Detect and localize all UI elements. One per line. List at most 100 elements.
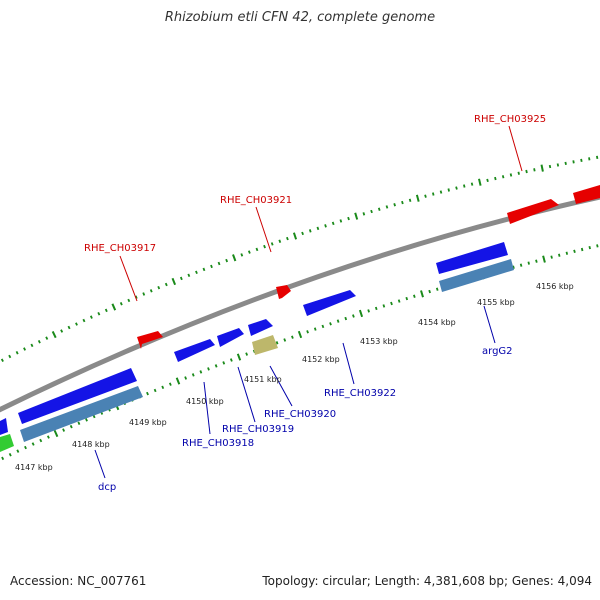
tick-label: 4149 kbp xyxy=(129,418,167,427)
minor-tick xyxy=(347,216,350,221)
minor-tick xyxy=(119,302,123,306)
minor-tick xyxy=(134,295,138,299)
major-tick xyxy=(358,309,364,318)
gene-label-reverse[interactable]: RHE_CH03920 xyxy=(264,409,336,420)
major-tick xyxy=(236,353,242,361)
minor-tick xyxy=(512,265,515,269)
minor-tick xyxy=(432,192,435,196)
minor-tick xyxy=(8,354,12,359)
minor-tick xyxy=(97,312,101,316)
gene-label-reverse[interactable]: RHE_CH03919 xyxy=(222,424,294,435)
major-tick xyxy=(175,377,181,385)
tick-label: 4153 kbp xyxy=(360,337,398,346)
minor-tick xyxy=(60,329,64,333)
major-tick xyxy=(420,290,424,298)
gene-feature-red-3[interactable] xyxy=(507,199,559,224)
gene-feature-steelblue-1[interactable] xyxy=(20,386,143,442)
minor-tick xyxy=(393,203,396,207)
minor-tick xyxy=(283,338,287,342)
gene-feature-green[interactable] xyxy=(0,434,14,452)
minor-tick xyxy=(344,316,348,321)
minor-tick xyxy=(15,351,19,355)
tick-label: 4156 kbp xyxy=(536,282,574,291)
minor-tick xyxy=(580,158,583,162)
gene-feature-red-1[interactable] xyxy=(137,331,163,349)
minor-tick xyxy=(24,445,27,450)
minor-tick xyxy=(207,367,210,371)
minor-tick xyxy=(385,205,389,209)
major-tick xyxy=(232,254,237,262)
minor-tick xyxy=(596,155,599,160)
gene-features xyxy=(0,185,600,452)
minor-tick xyxy=(157,285,161,290)
minor-tick xyxy=(596,244,599,248)
minor-tick xyxy=(245,352,249,356)
minor-tick xyxy=(463,184,466,188)
minor-tick xyxy=(77,421,81,425)
major-tick xyxy=(111,303,117,311)
gene-feature-red-4[interactable] xyxy=(573,185,600,204)
gene-feature-khaki[interactable] xyxy=(252,335,278,355)
gene-label-reverse[interactable]: RHE_CH03918 xyxy=(182,438,254,449)
minor-tick xyxy=(75,322,78,326)
major-tick xyxy=(297,330,303,339)
minor-tick xyxy=(46,435,50,439)
gene-feature-blue-3[interactable] xyxy=(248,319,273,336)
gene-feature-blue-7[interactable] xyxy=(0,418,8,435)
gene-feature-steelblue-2[interactable] xyxy=(439,259,514,292)
minor-tick xyxy=(548,164,552,169)
minor-tick xyxy=(509,173,513,177)
minor-tick xyxy=(367,309,370,313)
minor-tick xyxy=(286,236,289,241)
major-tick xyxy=(542,255,546,263)
minor-tick xyxy=(225,258,229,263)
tick-label: 4151 kbp xyxy=(244,375,282,384)
minor-tick xyxy=(533,168,536,172)
minor-tick xyxy=(439,190,443,194)
label-leader-lines xyxy=(94,125,523,479)
minor-tick xyxy=(199,370,203,374)
minor-tick xyxy=(486,178,489,183)
gene-feature-blue-5[interactable] xyxy=(436,242,508,274)
minor-tick xyxy=(390,301,393,306)
major-tick xyxy=(415,194,420,202)
gene-feature-blue-1[interactable] xyxy=(174,339,215,362)
major-tick xyxy=(171,277,177,286)
minor-tick xyxy=(308,229,312,233)
gene-label-reverse[interactable]: dcp xyxy=(98,482,116,493)
minor-tick xyxy=(31,442,35,446)
gene-label-reverse[interactable]: RHE_CH03922 xyxy=(324,388,396,399)
minor-tick xyxy=(370,209,373,214)
gene-labels: RHE_CH03917 RHE_CH03921 RHE_CH03925 dcp … xyxy=(84,114,546,493)
accession-text: Accession: NC_007761 xyxy=(10,574,147,588)
minor-tick xyxy=(564,161,567,165)
minor-tick xyxy=(149,289,153,293)
minor-tick xyxy=(401,200,404,205)
gene-feature-blue-2[interactable] xyxy=(217,328,244,347)
minor-tick xyxy=(255,247,259,252)
gene-label-forward[interactable]: RHE_CH03917 xyxy=(84,243,156,254)
minor-tick xyxy=(1,456,5,461)
gene-label-forward[interactable]: RHE_CH03925 xyxy=(474,114,546,125)
minor-tick xyxy=(558,253,561,257)
minor-tick xyxy=(127,298,131,303)
gene-feature-red-2[interactable] xyxy=(276,285,291,299)
minor-tick xyxy=(519,263,523,267)
minor-tick xyxy=(202,267,206,272)
minor-tick xyxy=(85,418,88,422)
major-tick xyxy=(540,164,544,172)
gene-label-forward[interactable]: RHE_CH03921 xyxy=(220,195,292,206)
gene-feature-blue-4[interactable] xyxy=(303,290,356,316)
gene-label-reverse[interactable]: argG2 xyxy=(482,346,513,357)
minor-tick xyxy=(329,322,332,326)
minor-tick xyxy=(69,424,73,429)
minor-tick xyxy=(424,194,427,198)
minor-tick xyxy=(588,245,591,250)
minor-tick xyxy=(321,324,325,329)
minor-tick xyxy=(164,282,168,287)
minor-tick xyxy=(240,253,244,257)
minor-tick xyxy=(179,276,183,281)
minor-tick xyxy=(550,255,553,259)
gene-feature-blue-6[interactable] xyxy=(18,368,137,424)
minor-tick xyxy=(39,438,43,443)
